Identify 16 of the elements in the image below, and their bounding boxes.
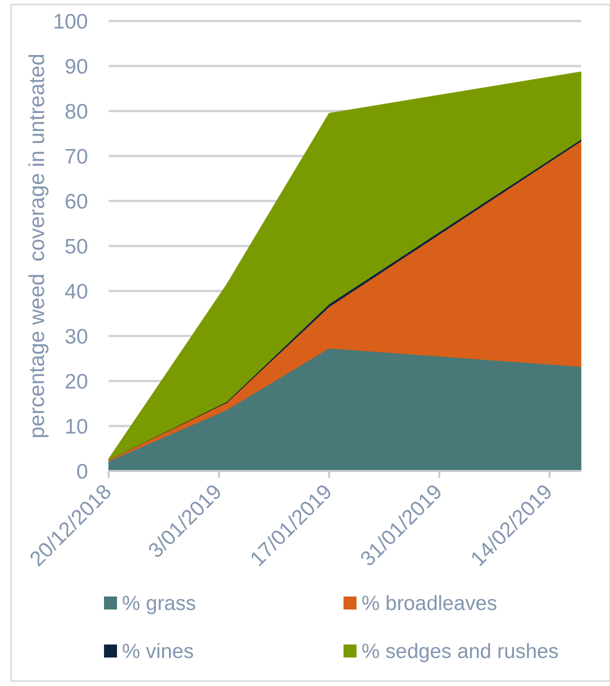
y-tick-label: 20 [64, 370, 88, 394]
y-tick-label: 40 [64, 280, 88, 304]
y-tick-label: 90 [64, 55, 88, 78]
y-tick-label: 10 [64, 415, 88, 438]
y-tick-label: 30 [64, 325, 88, 348]
y-tick-label: 50 [64, 235, 88, 258]
y-tick-label: 0 [76, 460, 88, 484]
y-tick-label: 100 [52, 10, 88, 34]
legend-label: % sedges and rushes [362, 640, 559, 664]
y-tick-label: 80 [64, 100, 88, 124]
legend-label: % grass [122, 592, 196, 616]
legend-label: % vines [122, 640, 194, 664]
y-tick-label: 70 [64, 145, 88, 168]
y-axis-title: percentage weed coverage in untreated [25, 54, 49, 438]
y-tick-label: 60 [64, 190, 88, 214]
legend-label: % broadleaves [362, 592, 498, 616]
